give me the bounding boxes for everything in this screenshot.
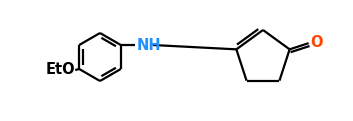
Text: NH: NH xyxy=(137,38,161,53)
Text: O: O xyxy=(311,35,323,50)
Text: EtO: EtO xyxy=(46,63,75,77)
